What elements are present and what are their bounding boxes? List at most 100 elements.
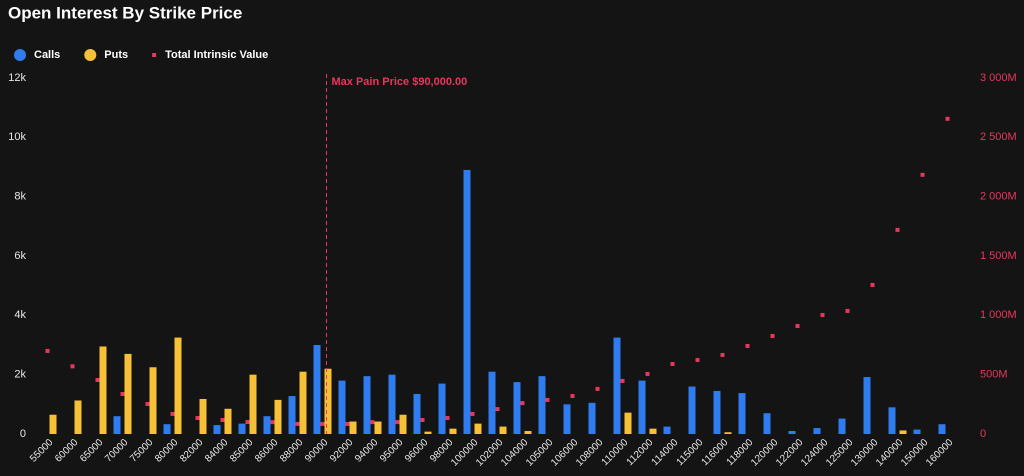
point bbox=[870, 282, 875, 287]
point bbox=[670, 361, 675, 366]
bar bbox=[499, 426, 507, 434]
bar bbox=[763, 413, 771, 434]
legend-marker bbox=[14, 49, 26, 61]
point bbox=[120, 392, 125, 397]
x-tick-label: 84000 bbox=[203, 437, 231, 465]
bar bbox=[813, 428, 821, 434]
point bbox=[820, 312, 825, 317]
bar bbox=[374, 421, 382, 434]
point bbox=[795, 324, 800, 329]
bar bbox=[399, 414, 407, 434]
x-tick-label: 86000 bbox=[253, 437, 281, 465]
bar bbox=[288, 396, 296, 434]
x-tick-label: 70000 bbox=[103, 437, 131, 465]
point bbox=[920, 172, 925, 177]
bar bbox=[99, 346, 107, 434]
bar bbox=[724, 432, 732, 434]
point bbox=[320, 421, 325, 426]
legend-label: Calls bbox=[34, 49, 60, 61]
chart-title: Open Interest By Strike Price bbox=[8, 3, 242, 22]
y-tick-label: 0 bbox=[20, 428, 26, 440]
point bbox=[570, 394, 575, 399]
point bbox=[945, 116, 950, 121]
point bbox=[495, 407, 500, 412]
point bbox=[145, 401, 150, 406]
bar bbox=[613, 337, 621, 434]
point bbox=[745, 343, 750, 348]
bar bbox=[238, 423, 246, 434]
bar bbox=[713, 390, 721, 434]
point bbox=[195, 415, 200, 420]
bar bbox=[49, 414, 57, 434]
x-tick-label: 115000 bbox=[675, 437, 706, 468]
bar bbox=[888, 407, 896, 434]
x-tick-label: 96000 bbox=[403, 437, 431, 465]
point bbox=[895, 227, 900, 232]
bar bbox=[124, 353, 132, 434]
bar bbox=[249, 374, 257, 434]
legend-label: Puts bbox=[104, 49, 128, 61]
x-tick-label: 95000 bbox=[378, 437, 406, 465]
bar bbox=[563, 404, 571, 434]
bar bbox=[324, 368, 332, 434]
bar bbox=[213, 425, 221, 434]
x-tick-label: 80000 bbox=[153, 437, 181, 465]
bar bbox=[899, 430, 907, 434]
x-tick-label: 75000 bbox=[128, 437, 156, 465]
annotation-label: Max Pain Price $90,000.00 bbox=[332, 76, 468, 88]
point bbox=[370, 420, 375, 425]
x-tick-label: 55000 bbox=[28, 437, 56, 465]
bar bbox=[624, 412, 632, 434]
bar bbox=[263, 416, 271, 434]
bar bbox=[224, 408, 232, 434]
point bbox=[345, 421, 350, 426]
bar bbox=[449, 428, 457, 434]
bar bbox=[363, 376, 371, 434]
bar bbox=[149, 367, 157, 434]
bar bbox=[74, 400, 82, 434]
x-tick-label: 82000 bbox=[178, 437, 206, 465]
bar bbox=[438, 383, 446, 434]
x-tick-label: 88000 bbox=[278, 437, 306, 465]
y-tick-label: 12k bbox=[8, 72, 26, 84]
y2-tick-label: 1 500M bbox=[980, 250, 1017, 262]
point bbox=[470, 411, 475, 416]
point bbox=[295, 421, 300, 426]
point bbox=[545, 397, 550, 402]
x-tick-label: 60000 bbox=[53, 437, 81, 465]
bar bbox=[349, 421, 357, 434]
bar bbox=[638, 380, 646, 434]
y2-tick-label: 2 000M bbox=[980, 191, 1017, 203]
bar bbox=[488, 371, 496, 434]
x-tick-label: 92000 bbox=[328, 437, 356, 465]
y-tick-label: 6k bbox=[14, 250, 26, 262]
bar bbox=[299, 371, 307, 434]
x-tick-label: 90000 bbox=[303, 437, 331, 465]
point bbox=[270, 420, 275, 425]
bar bbox=[113, 416, 121, 434]
point bbox=[70, 364, 75, 369]
bar bbox=[338, 380, 346, 434]
bar bbox=[863, 377, 871, 434]
bar bbox=[688, 386, 696, 434]
point bbox=[770, 333, 775, 338]
bar bbox=[474, 423, 482, 434]
y-tick-label: 2k bbox=[14, 369, 26, 381]
point bbox=[695, 357, 700, 362]
bar bbox=[463, 169, 471, 434]
bar bbox=[538, 376, 546, 434]
bar bbox=[413, 393, 421, 434]
bar bbox=[388, 374, 396, 434]
legend-label: Total Intrinsic Value bbox=[165, 49, 268, 61]
x-tick-label: 114000 bbox=[650, 437, 681, 468]
point bbox=[95, 378, 100, 383]
y2-tick-label: 1 000M bbox=[980, 309, 1017, 321]
bar bbox=[649, 428, 657, 434]
y2-tick-label: 3 000M bbox=[980, 72, 1017, 84]
bar bbox=[938, 424, 946, 434]
point bbox=[170, 411, 175, 416]
y-tick-label: 8k bbox=[14, 191, 26, 203]
point bbox=[395, 420, 400, 425]
point bbox=[445, 415, 450, 420]
